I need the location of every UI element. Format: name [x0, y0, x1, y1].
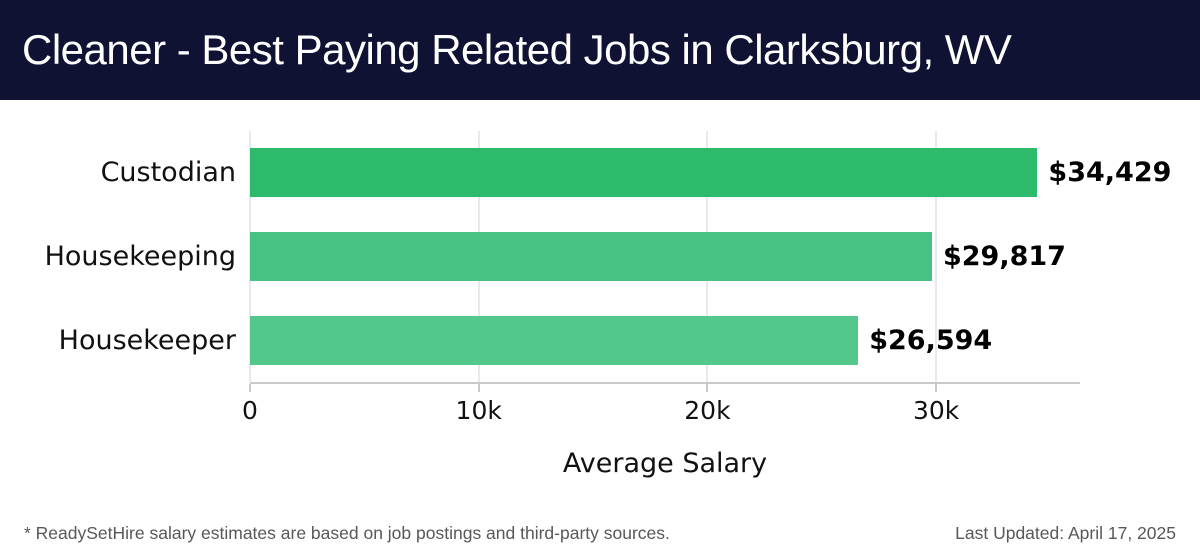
- x-tick-label: 0: [242, 396, 258, 425]
- x-tick-label: 30k: [912, 396, 960, 425]
- category-label: Custodian: [100, 157, 236, 189]
- x-tick-label: 10k: [455, 396, 502, 425]
- gridline: [935, 131, 938, 382]
- bar-row: $26,594: [250, 298, 1080, 382]
- bar-value-label: $34,429: [1048, 157, 1172, 189]
- bar-value-label: $29,817: [942, 241, 1066, 272]
- x-tick-mark: [706, 384, 709, 392]
- bars-area: $34,429 $29,817 $26,594: [250, 131, 1171, 382]
- footer-last-updated: Last Updated: April 17, 2025: [955, 523, 1176, 543]
- category-label: Housekeeping: [44, 241, 236, 272]
- bar: [250, 315, 859, 365]
- x-tick-label: 20k: [684, 396, 731, 425]
- category-label-row: Housekeeping: [0, 215, 236, 299]
- x-axis-title: Average Salary: [562, 448, 768, 479]
- footer-source-note: * ReadySetHire salary estimates are base…: [24, 523, 670, 543]
- title-banner: Cleaner - Best Paying Related Jobs in Cl…: [0, 0, 1200, 100]
- category-label-row: Housekeeper: [0, 298, 236, 382]
- page-title: Cleaner - Best Paying Related Jobs in Cl…: [22, 26, 1012, 73]
- plot-area: $34,429 $29,817 $26,594 0 10k 20k 30k: [242, 131, 1171, 425]
- x-tick-mark: [249, 384, 251, 392]
- category-labels: Custodian Housekeeping Housekeeper: [0, 131, 236, 382]
- bar-row: $34,429: [250, 131, 1171, 215]
- bar: [250, 232, 932, 281]
- footer: * ReadySetHire salary estimates are base…: [24, 523, 1176, 544]
- bar-row: $29,817: [250, 215, 1080, 299]
- x-tick-mark: [477, 384, 480, 392]
- bar-value-label: $26,594: [869, 324, 993, 356]
- category-label: Housekeeper: [58, 324, 236, 356]
- category-label-row: Custodian: [0, 131, 236, 215]
- x-tick-mark: [935, 384, 938, 392]
- bar: [250, 148, 1038, 198]
- x-axis-line: [250, 382, 1080, 384]
